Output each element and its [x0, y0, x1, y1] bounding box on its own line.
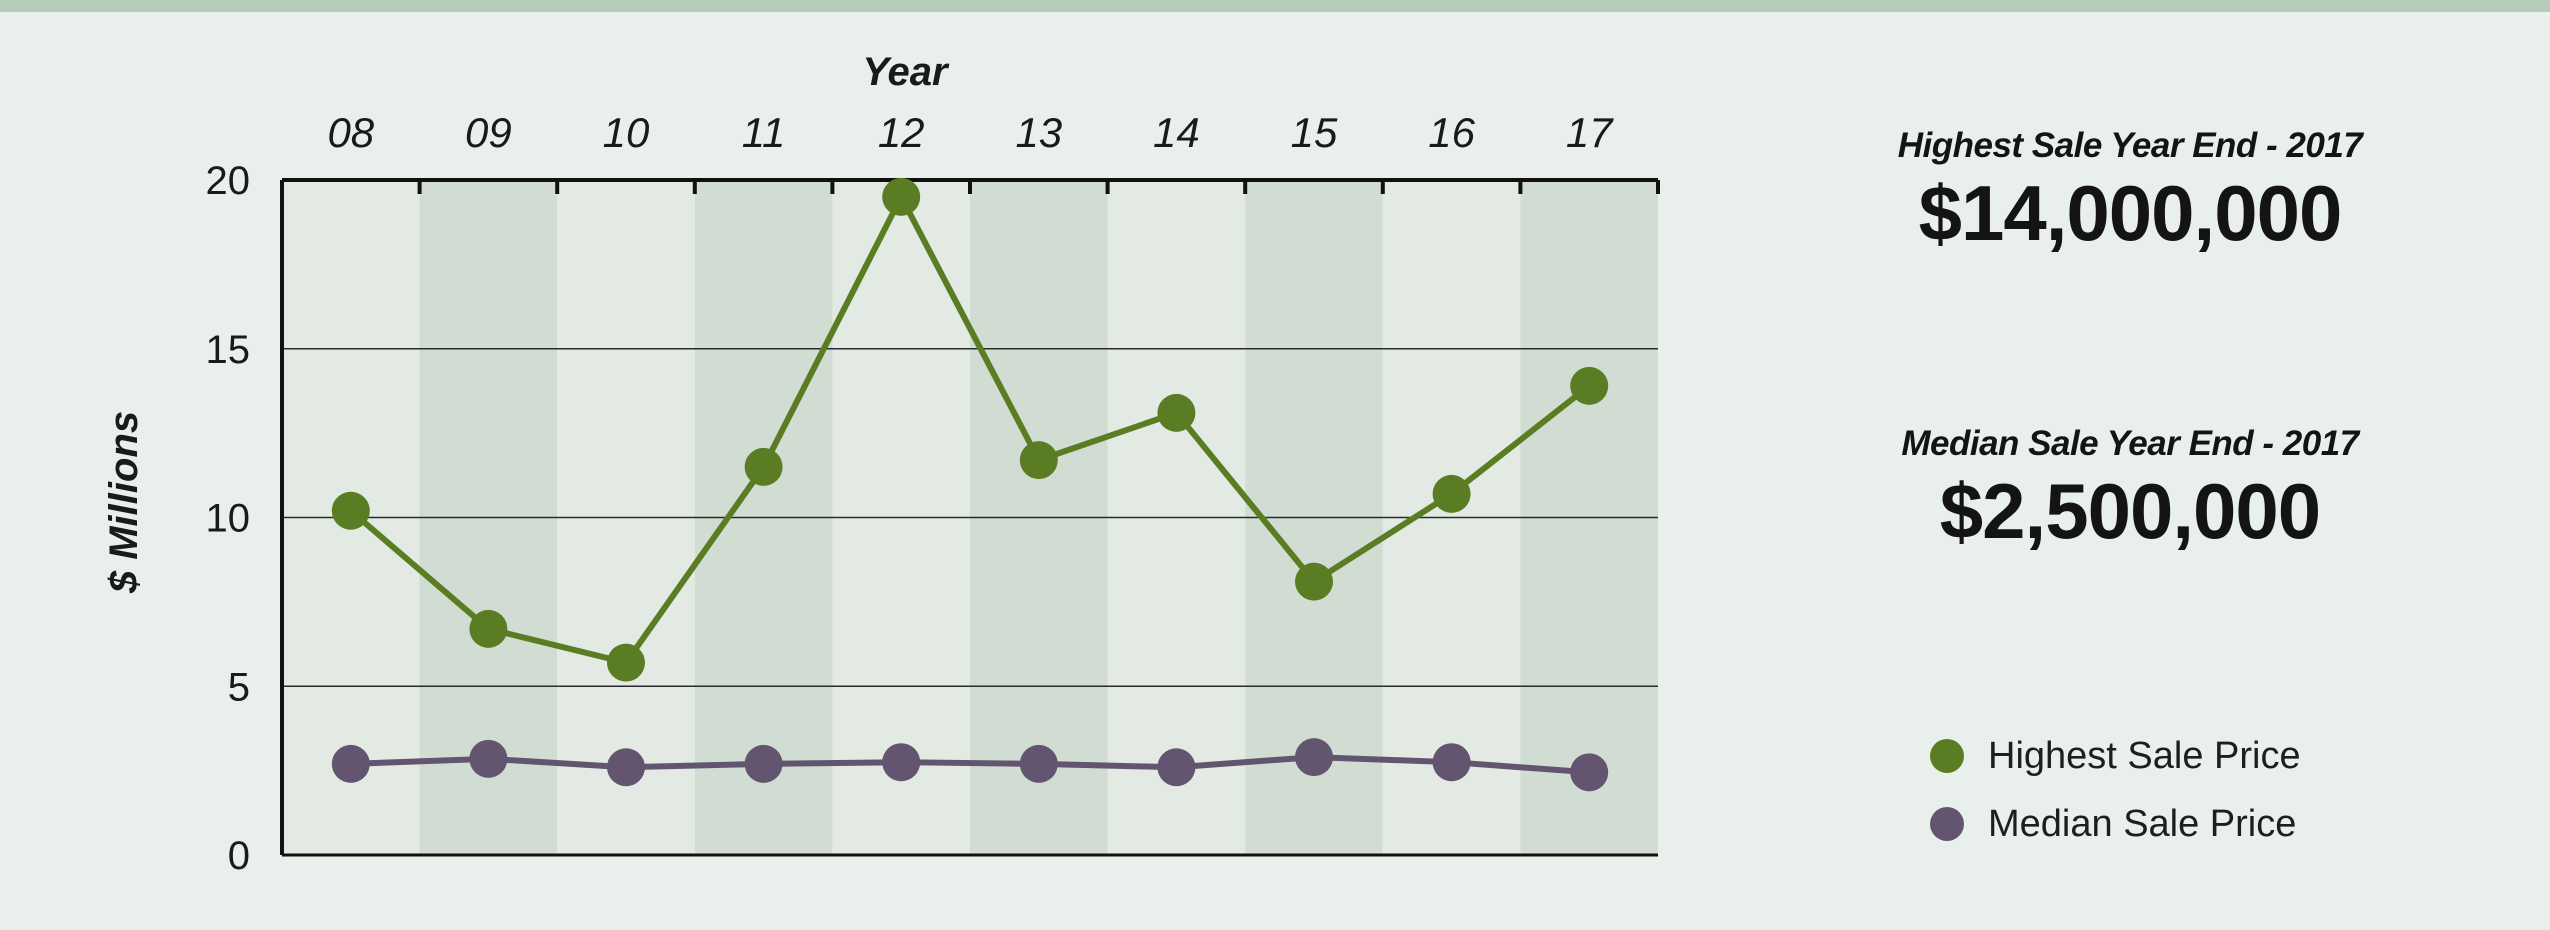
y-tick-label: 20	[206, 159, 251, 203]
data-point-highest	[1019, 441, 1058, 480]
x-tick-label: 08	[327, 109, 374, 156]
median-sale-value: $2,500,000	[1939, 467, 2321, 555]
data-point-median	[1295, 738, 1333, 777]
data-point-highest	[607, 643, 645, 682]
legend-label-median: Median Sale Price	[1988, 802, 2297, 845]
line-chart: 08 09 10 11 12 13 14 15 16 17 0 5 10 15 20 Year $ Mil…	[102, 50, 1660, 878]
y-tick-label: 0	[228, 834, 250, 878]
highest-sale-label: Highest Sale Year End - 2017	[1897, 126, 2363, 165]
x-tick-label: 16	[1428, 109, 1475, 156]
series-line-highest	[348, 193, 1592, 666]
x-tick-label: 17	[1566, 109, 1614, 156]
top-accent-bar	[0, 0, 2550, 12]
data-point-highest	[469, 609, 508, 648]
x-tick-label: 12	[878, 109, 925, 156]
data-point-highest	[1295, 562, 1333, 601]
legend-marker-highest	[1930, 739, 1964, 773]
median-sale-label: Median Sale Year End - 2017	[1901, 424, 2359, 463]
data-point-median	[882, 743, 921, 782]
x-tick-label: 09	[465, 109, 512, 156]
x-tick-label: 13	[1015, 109, 1062, 156]
y-tick-label: 15	[206, 328, 251, 372]
gridlines	[282, 348, 1658, 687]
x-tick-label: 10	[603, 109, 650, 156]
legend: Highest Sale Price Median Sale Price	[1930, 722, 2301, 858]
legend-label-highest: Highest Sale Price	[1988, 734, 2301, 777]
highest-sale-value: $14,000,000	[1918, 169, 2343, 257]
y-axis-title: $ Millions	[102, 411, 146, 594]
data-point-median	[1019, 744, 1058, 783]
axes	[280, 178, 1660, 857]
series-lines	[348, 193, 1592, 776]
data-point-median	[607, 748, 645, 787]
data-point-median	[1432, 743, 1471, 782]
x-tick-labels: 08 09 10 11 12 13 14 15 16 17	[327, 109, 1614, 156]
data-point-highest	[1432, 474, 1471, 513]
data-point-median	[331, 744, 370, 783]
median-sale-stat: Median Sale Year End - 2017 $2,500,000	[1830, 424, 2430, 550]
data-point-median	[744, 744, 783, 783]
highest-sale-stat: Highest Sale Year End - 2017 $14,000,000	[1830, 126, 2430, 252]
data-point-highest	[744, 447, 783, 486]
x-tick-label: 14	[1153, 109, 1200, 156]
x-tick-label: 15	[1291, 109, 1338, 156]
series-line-median	[350, 754, 1590, 776]
data-point-highest	[882, 177, 921, 216]
data-point-median	[1157, 748, 1196, 787]
legend-item-highest: Highest Sale Price	[1930, 722, 2301, 790]
x-axis-title: Year	[862, 50, 950, 94]
legend-marker-median	[1930, 807, 1964, 841]
data-point-highest	[1570, 366, 1609, 405]
y-tick-label: 10	[206, 497, 251, 541]
data-point-median	[1570, 753, 1609, 792]
data-point-highest	[1157, 393, 1196, 432]
x-tick-label: 11	[742, 109, 786, 156]
data-point-median	[469, 739, 508, 778]
data-point-highest	[331, 491, 370, 530]
series-points	[331, 177, 1609, 792]
y-tick-label: 5	[228, 665, 250, 709]
legend-item-median: Median Sale Price	[1930, 790, 2301, 858]
y-tick-labels: 0 5 10 15 20	[206, 159, 251, 878]
